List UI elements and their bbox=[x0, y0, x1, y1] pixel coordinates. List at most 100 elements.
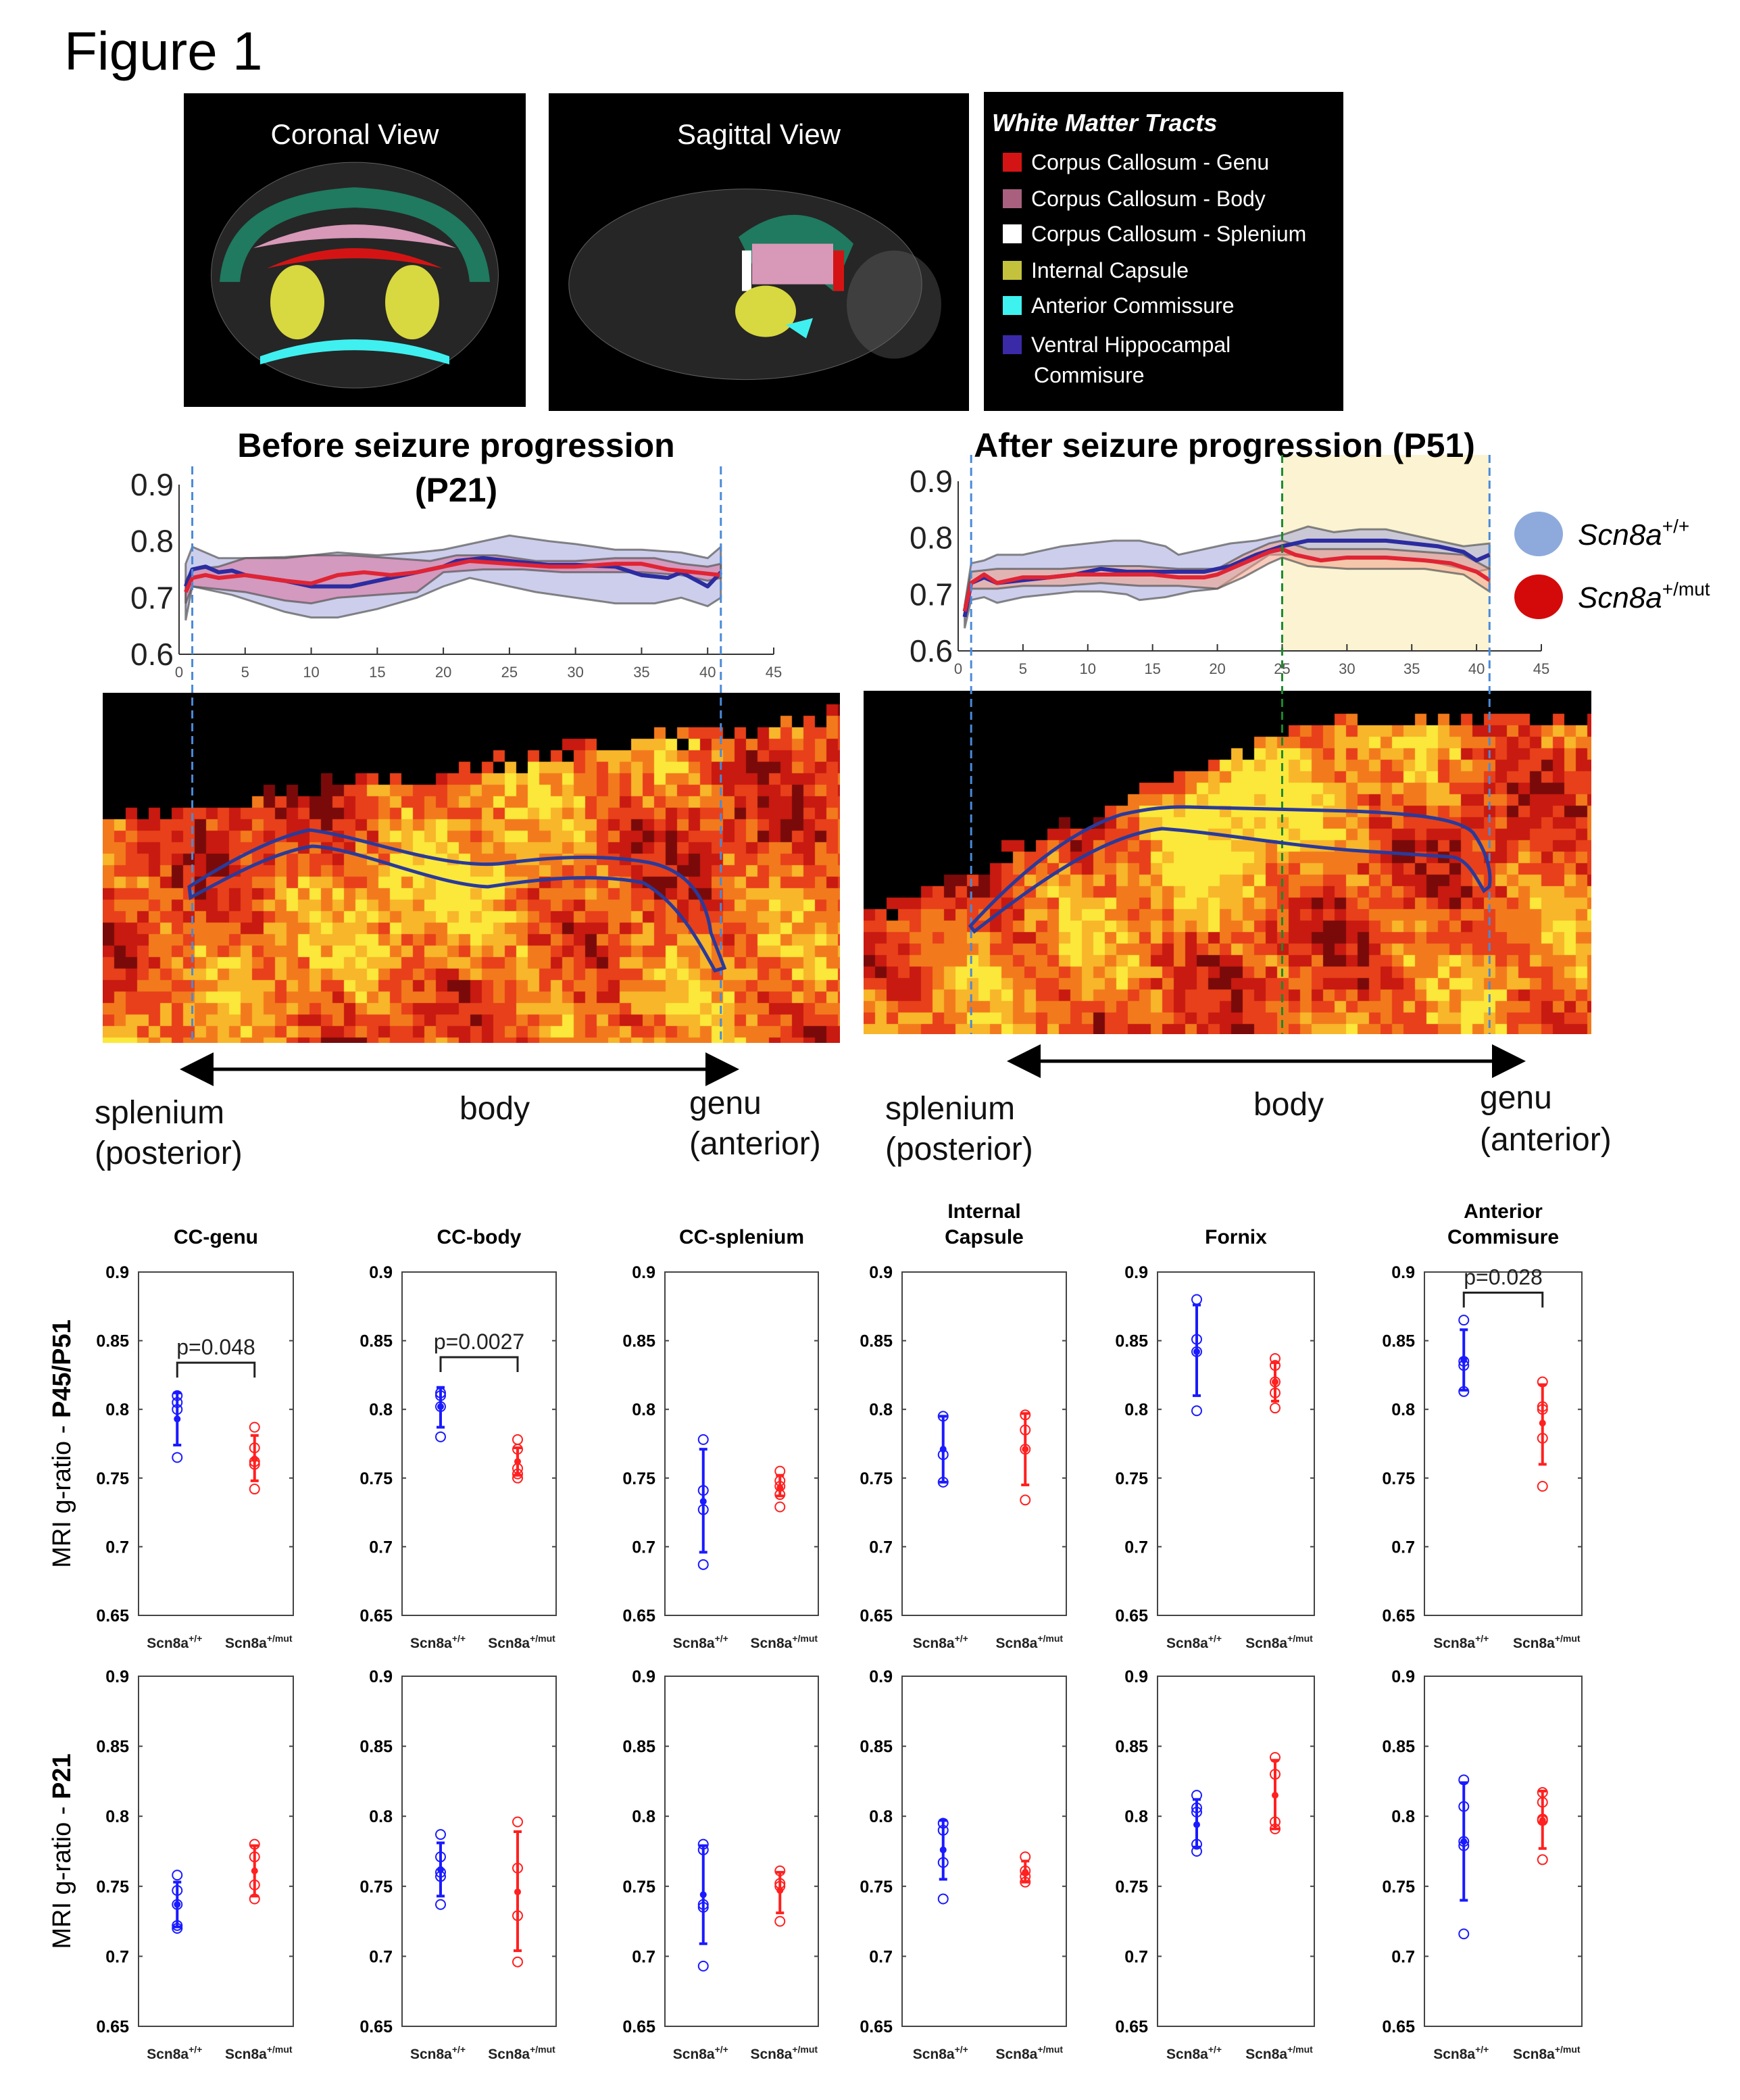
y-tick-label: 0.85 bbox=[860, 1738, 893, 1757]
legend-swatch bbox=[1003, 296, 1022, 315]
x-tick-label: 35 bbox=[1403, 660, 1420, 677]
y-tick-label: 0.7 bbox=[1391, 1947, 1415, 1966]
group-label: Scn8a+/mut bbox=[488, 2044, 555, 2062]
data-point bbox=[1020, 1876, 1031, 1888]
data-point bbox=[1537, 1376, 1548, 1388]
x-tick-label: 15 bbox=[1144, 660, 1160, 677]
legend-marker-wt bbox=[1514, 512, 1563, 556]
x-tick-label: 5 bbox=[241, 664, 249, 681]
plot-frame bbox=[901, 1676, 1067, 2027]
y-tick-label: 0.85 bbox=[1382, 1738, 1415, 1757]
gene-name: Scn8a bbox=[1245, 2047, 1287, 2062]
legend-label-wt: Scn8a+/+ bbox=[1578, 516, 1689, 552]
genotype-superscript: +/mut bbox=[1287, 1633, 1313, 1644]
data-point bbox=[512, 1910, 523, 1922]
y-tick-label: 0.9 bbox=[1391, 1263, 1415, 1282]
y-tick-label: 0.85 bbox=[359, 1332, 393, 1351]
data-point bbox=[697, 1504, 709, 1515]
gene-name: Scn8a bbox=[1433, 2047, 1475, 2062]
data-point bbox=[1537, 1404, 1548, 1415]
data-point bbox=[1020, 1409, 1031, 1421]
y-tick-label: 0.85 bbox=[359, 1738, 393, 1757]
mean-marker bbox=[251, 1867, 258, 1875]
y-tick-label: 0.7 bbox=[869, 1947, 893, 1966]
data-point bbox=[172, 1390, 183, 1401]
mean-marker bbox=[1272, 1792, 1278, 1799]
x-tick-label: 40 bbox=[1468, 660, 1485, 677]
data-point bbox=[1270, 1353, 1281, 1365]
data-point bbox=[435, 1899, 446, 1910]
genotype-superscript: +/mut bbox=[267, 2044, 293, 2055]
row-y-axis-label: MRI g-ratio - P21 bbox=[48, 1753, 76, 1949]
y-tick-label: 0.8 bbox=[105, 1807, 129, 1826]
label-splenium: splenium bbox=[885, 1091, 1015, 1127]
legend-item-label: Ventral Hippocampal bbox=[1031, 333, 1231, 357]
data-point bbox=[1537, 1854, 1548, 1865]
data-point bbox=[1191, 1346, 1202, 1357]
label-body: body bbox=[1253, 1087, 1324, 1123]
data-point bbox=[249, 1442, 260, 1454]
legend-item-label: Corpus Callosum - Splenium bbox=[1031, 222, 1306, 246]
data-point bbox=[249, 1421, 260, 1433]
gene-name: Scn8a bbox=[410, 1636, 452, 1651]
gene-name: Scn8a bbox=[1513, 2047, 1555, 2062]
data-point bbox=[1020, 1424, 1031, 1436]
data-point bbox=[697, 1960, 709, 1972]
data-point bbox=[1458, 1801, 1470, 1812]
plot-frame bbox=[401, 1676, 557, 2027]
y-tick-label: 0.75 bbox=[1382, 1878, 1415, 1897]
mean-marker bbox=[514, 1458, 521, 1465]
y-tick-label: 0.9 bbox=[105, 1667, 129, 1686]
y-tick-label: 0.7 bbox=[369, 1538, 393, 1557]
plot-frame bbox=[1157, 1271, 1315, 1616]
data-point bbox=[1458, 1928, 1470, 1940]
mean-marker bbox=[174, 1901, 181, 1908]
data-point bbox=[1191, 1838, 1202, 1850]
anterior-commissure-shape bbox=[786, 318, 813, 339]
panel-title: Internal bbox=[947, 1200, 1020, 1223]
data-point bbox=[249, 1893, 260, 1905]
y-tick-label: 0.8 bbox=[130, 524, 174, 559]
data-point bbox=[1537, 1797, 1548, 1808]
panel-title: Anterior bbox=[1464, 1200, 1543, 1223]
y-tick-label: 0.8 bbox=[910, 520, 953, 556]
x-tick-label: 30 bbox=[567, 664, 583, 681]
data-point bbox=[774, 1915, 786, 1927]
y-tick-label: 0.7 bbox=[369, 1947, 393, 1966]
y-tick-label: 0.85 bbox=[96, 1332, 129, 1351]
y-tick-label: 0.65 bbox=[359, 2018, 393, 2036]
data-point bbox=[249, 1456, 260, 1467]
y-tick-label: 0.8 bbox=[632, 1400, 655, 1419]
y-tick-label: 0.9 bbox=[1391, 1667, 1415, 1686]
data-point bbox=[172, 1397, 183, 1409]
legend-marker-mut bbox=[1514, 575, 1563, 619]
y-tick-label: 0.9 bbox=[105, 1263, 129, 1282]
data-point bbox=[435, 1390, 446, 1401]
plot-frame bbox=[664, 1271, 819, 1616]
data-point bbox=[172, 1899, 183, 1910]
y-tick-label: 0.7 bbox=[130, 580, 174, 615]
data-point bbox=[512, 1468, 523, 1480]
confidence-band-mut bbox=[964, 539, 1491, 618]
data-point bbox=[1270, 1816, 1281, 1828]
genotype-superscript: +/+ bbox=[715, 2044, 728, 2055]
y-tick-label: 0.8 bbox=[369, 1807, 393, 1826]
label-genu: genu bbox=[1480, 1080, 1552, 1116]
corpus-callosum-heatmap-p51 bbox=[864, 691, 1591, 1034]
data-point bbox=[435, 1387, 446, 1398]
panel-title: CC-body bbox=[437, 1226, 522, 1248]
group-label: Scn8a+/+ bbox=[1433, 2044, 1489, 2062]
genotype-superscript: +/+ bbox=[1475, 1633, 1489, 1644]
group-label: Scn8a+/+ bbox=[147, 1633, 202, 1651]
internal-capsule-left bbox=[270, 265, 324, 340]
data-point bbox=[1270, 1769, 1281, 1780]
y-tick-label: 0.6 bbox=[910, 633, 953, 668]
panel-title: CC-splenium bbox=[679, 1226, 804, 1248]
y-tick-label: 0.8 bbox=[632, 1807, 655, 1826]
y-tick-label: 0.8 bbox=[1391, 1807, 1415, 1826]
group-label: Scn8a+/+ bbox=[673, 1633, 728, 1651]
